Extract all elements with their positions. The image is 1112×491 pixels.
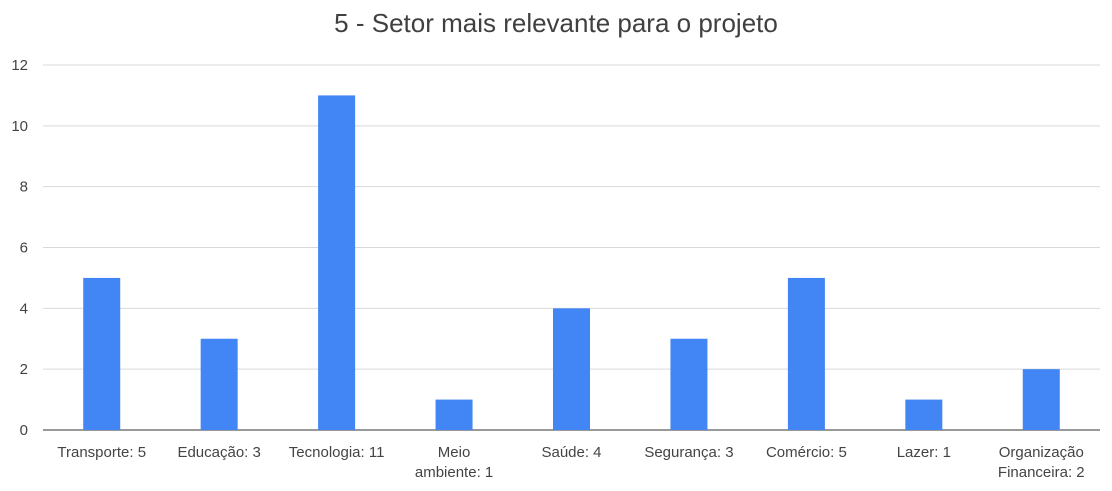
bar bbox=[553, 308, 590, 430]
x-tick-label-line: Segurança: 3 bbox=[644, 444, 733, 461]
x-tick-label: Comércio: 5 bbox=[766, 444, 847, 461]
x-tick-label-line: Lazer: 1 bbox=[897, 444, 951, 461]
x-tick-label: Segurança: 3 bbox=[644, 444, 733, 461]
x-tick-label-line: Comércio: 5 bbox=[766, 444, 847, 461]
bar bbox=[83, 277, 121, 430]
bar bbox=[318, 95, 356, 431]
x-tick-label: Lazer: 1 bbox=[897, 444, 951, 461]
x-tick-label-line: Educação: 3 bbox=[177, 444, 260, 461]
x-tick-label: Organização Financeira: 2 bbox=[998, 444, 1085, 481]
x-tick-label-line: Saúde: 4 bbox=[541, 444, 601, 461]
bar bbox=[670, 338, 708, 430]
bars bbox=[83, 95, 1060, 431]
x-tick-label-line: Tecnologia: 11 bbox=[289, 444, 385, 461]
bar bbox=[435, 399, 473, 430]
y-axis-ticks: 0 2 4 6 8 10 12 bbox=[11, 57, 28, 439]
y-tick-label: 2 bbox=[20, 361, 28, 378]
y-tick-label: 12 bbox=[11, 57, 28, 74]
bar bbox=[200, 338, 238, 430]
y-tick-label: 8 bbox=[20, 179, 28, 196]
y-tick-label: 6 bbox=[20, 240, 28, 257]
x-tick-label-line: ambiente: 1 bbox=[415, 464, 493, 481]
x-tick-label: Educação: 3 bbox=[177, 444, 260, 461]
bar bbox=[1022, 369, 1060, 430]
chart-title: 5 - Setor mais relevante para o projeto bbox=[334, 8, 778, 38]
x-tick-label-line: Transporte: 5 bbox=[57, 444, 146, 461]
x-tick-label: Transporte: 5 bbox=[57, 444, 146, 461]
x-tick-label: Saúde: 4 bbox=[541, 444, 601, 461]
x-tick-label: Meio ambiente: 1 bbox=[415, 444, 493, 481]
x-tick-label-line: Organização bbox=[999, 444, 1084, 461]
y-tick-label: 4 bbox=[20, 300, 28, 317]
x-axis-ticks: Transporte: 5 Educação: 3 Tecnologia: 11 Me… bbox=[57, 444, 1084, 481]
y-tick-label: 10 bbox=[11, 118, 28, 135]
x-tick-label-line: Meio bbox=[438, 444, 471, 461]
x-tick-label-line: Financeira: 2 bbox=[998, 464, 1085, 481]
x-tick-label: Tecnologia: 11 bbox=[289, 444, 385, 461]
bar bbox=[787, 277, 825, 430]
y-tick-label: 0 bbox=[20, 422, 28, 439]
bar bbox=[905, 399, 943, 430]
